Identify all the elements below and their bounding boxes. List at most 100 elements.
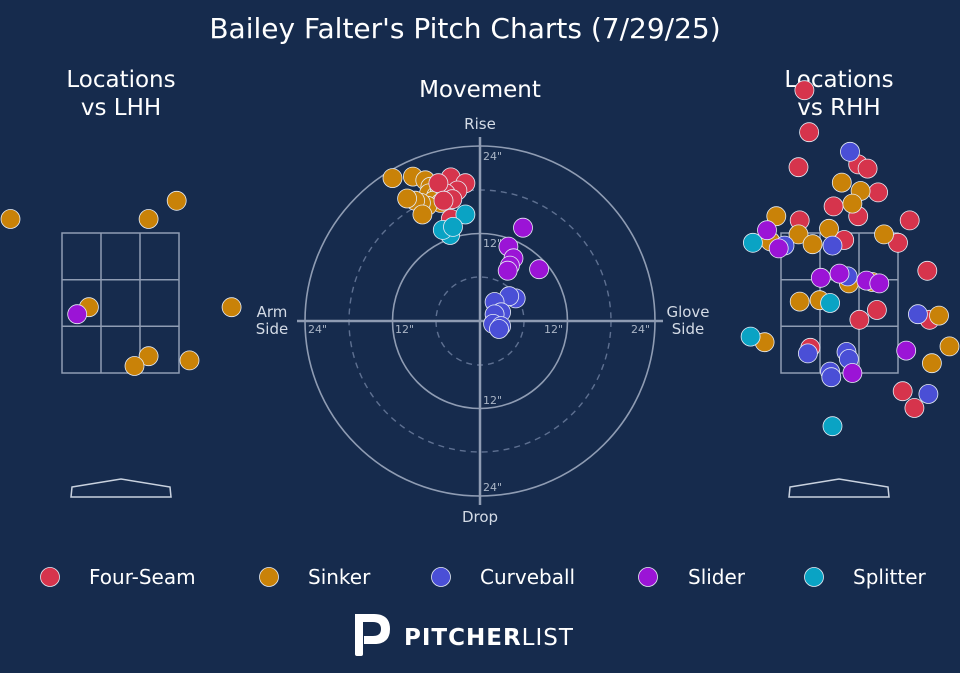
rhh-point-curveball-39: [822, 235, 843, 256]
movement-point-sinker-0: [382, 168, 403, 189]
rhh-point-sinker-35: [939, 336, 960, 357]
legend-marker-sinker: [259, 567, 279, 587]
rhh-point-curveball-48: [918, 384, 939, 404]
rise-label: Rise: [464, 115, 496, 133]
ring-label-top-24: 24": [483, 150, 502, 163]
lhh-point-sinker-0: [0, 209, 21, 229]
rhh-point-curveball-38: [840, 141, 860, 162]
rhh-point-slider-51: [810, 267, 831, 288]
rhh-point-four-seam-0: [794, 80, 815, 101]
ring-label-right-24: 24": [631, 323, 650, 336]
movement-title: Movement: [419, 77, 541, 103]
rhh-point-sinker-37: [922, 353, 942, 374]
legend-marker-four-seam: [40, 567, 60, 587]
legend-marker-slider: [638, 567, 658, 587]
movement-point-slider-28: [513, 217, 533, 238]
movement-points: [382, 166, 549, 339]
pitcherlist-logo: PITCHERLIST: [355, 614, 574, 656]
legend: Four-Seam Sinker Curveball Slider Splitt…: [40, 565, 926, 589]
lhh-point-sinker-5: [221, 297, 242, 318]
rhh-point-four-seam-7: [823, 196, 844, 217]
rhh-point-four-seam-17: [849, 309, 870, 330]
rhh-point-curveball-44: [798, 343, 818, 364]
rhh-title-line2: vs RHH: [797, 95, 880, 121]
rhh-point-four-seam-1: [799, 122, 819, 143]
rhh-point-sinker-27: [802, 234, 823, 255]
rhh-point-slider-55: [896, 340, 917, 361]
arm-side-label-line1: Arm: [257, 303, 288, 321]
ring-label-bottom-24: 24": [483, 481, 502, 494]
rhh-point-sinker-34: [929, 305, 949, 326]
legend-label-four-seam: Four-Seam: [89, 565, 196, 589]
movement-point-four-seam-22: [433, 190, 454, 211]
ring-label-bottom-12: 12": [483, 394, 502, 407]
lhh-point-sinker-2: [138, 209, 159, 229]
rhh-point-sinker-25: [788, 224, 809, 245]
brand-pitcher: PITCHER: [404, 625, 522, 651]
rhh-point-slider-56: [842, 363, 863, 383]
rhh-point-splitter-60: [822, 416, 843, 437]
lhh-point-sinker-6: [138, 346, 159, 367]
rhh-point-slider-52: [829, 263, 850, 284]
legend-label-slider: Slider: [688, 565, 746, 589]
rhh-point-sinker-33: [789, 291, 810, 312]
lhh-point-slider-4: [67, 304, 88, 325]
rhh-point-four-seam-10: [899, 210, 920, 231]
movement-point-slider-33: [529, 259, 549, 280]
ring-label-top-12: 12": [483, 237, 502, 250]
rhh-point-four-seam-2: [788, 157, 809, 178]
lhh-point-sinker-1: [166, 190, 187, 211]
lhh-title-line2: vs LHH: [81, 95, 161, 121]
arm-side-label-line2: Side: [256, 320, 288, 338]
rhh-point-sinker-21: [831, 172, 852, 193]
rhh-point-splitter-57: [743, 232, 763, 253]
legend-marker-splitter: [804, 567, 824, 587]
rhh-points: [740, 80, 960, 437]
legend-label-sinker: Sinker: [308, 565, 371, 589]
lhh-title-line1: Locations: [66, 67, 175, 93]
rhh-point-slider-54: [869, 273, 890, 294]
ring-label-left-24: 24": [308, 323, 327, 336]
movement-point-sinker-13: [397, 188, 418, 209]
glove-side-label-line2: Side: [672, 320, 704, 338]
movement-point-splitter-24: [455, 204, 476, 225]
pitcherlist-p-logo-icon: [355, 614, 390, 656]
rhh-point-four-seam-19: [892, 381, 913, 402]
rhh-point-curveball-42: [908, 304, 928, 325]
rhh-home-plate: [788, 478, 890, 498]
chart-title: Bailey Falter's Pitch Charts (7/29/25): [209, 12, 720, 45]
svg-text:PITCHERLIST: PITCHERLIST: [404, 625, 574, 651]
rhh-point-slider-50: [768, 238, 789, 259]
brand-list: LIST: [522, 625, 574, 651]
rhh-point-splitter-59: [740, 326, 761, 347]
rhh-point-four-seam-16: [867, 300, 887, 320]
rhh-point-four-seam-14: [917, 260, 938, 281]
rhh-point-sinker-28: [874, 224, 894, 245]
lhh-point-sinker-7: [124, 356, 145, 376]
rhh-point-four-seam-6: [868, 182, 888, 203]
movement-point-sinker-14: [412, 204, 433, 225]
rhh-point-slider-49: [757, 220, 777, 241]
lhh-points: [0, 190, 242, 376]
ring-label-left-12: 12": [395, 323, 414, 336]
ring-label-right-12: 12": [544, 323, 563, 336]
legend-label-splitter: Splitter: [853, 565, 926, 589]
legend-label-curveball: Curveball: [480, 565, 575, 589]
rhh-point-sinker-23: [842, 193, 863, 214]
rhh-point-four-seam-20: [904, 398, 925, 418]
rhh-point-four-seam-4: [857, 158, 878, 179]
rhh-point-splitter-58: [820, 293, 840, 313]
lhh-strike-zone: [61, 232, 180, 374]
rhh-point-sinker-26: [819, 218, 839, 239]
glove-side-label-line1: Glove: [666, 303, 709, 321]
movement-point-four-seam-20: [428, 173, 449, 194]
drop-label: Drop: [462, 508, 498, 526]
legend-marker-curveball: [431, 567, 451, 587]
rhh-point-sinker-24: [766, 206, 787, 227]
lhh-point-sinker-8: [179, 350, 200, 371]
movement-grid: [297, 137, 663, 505]
lhh-home-plate: [70, 478, 172, 498]
movement-point-curveball-41: [489, 319, 509, 339]
